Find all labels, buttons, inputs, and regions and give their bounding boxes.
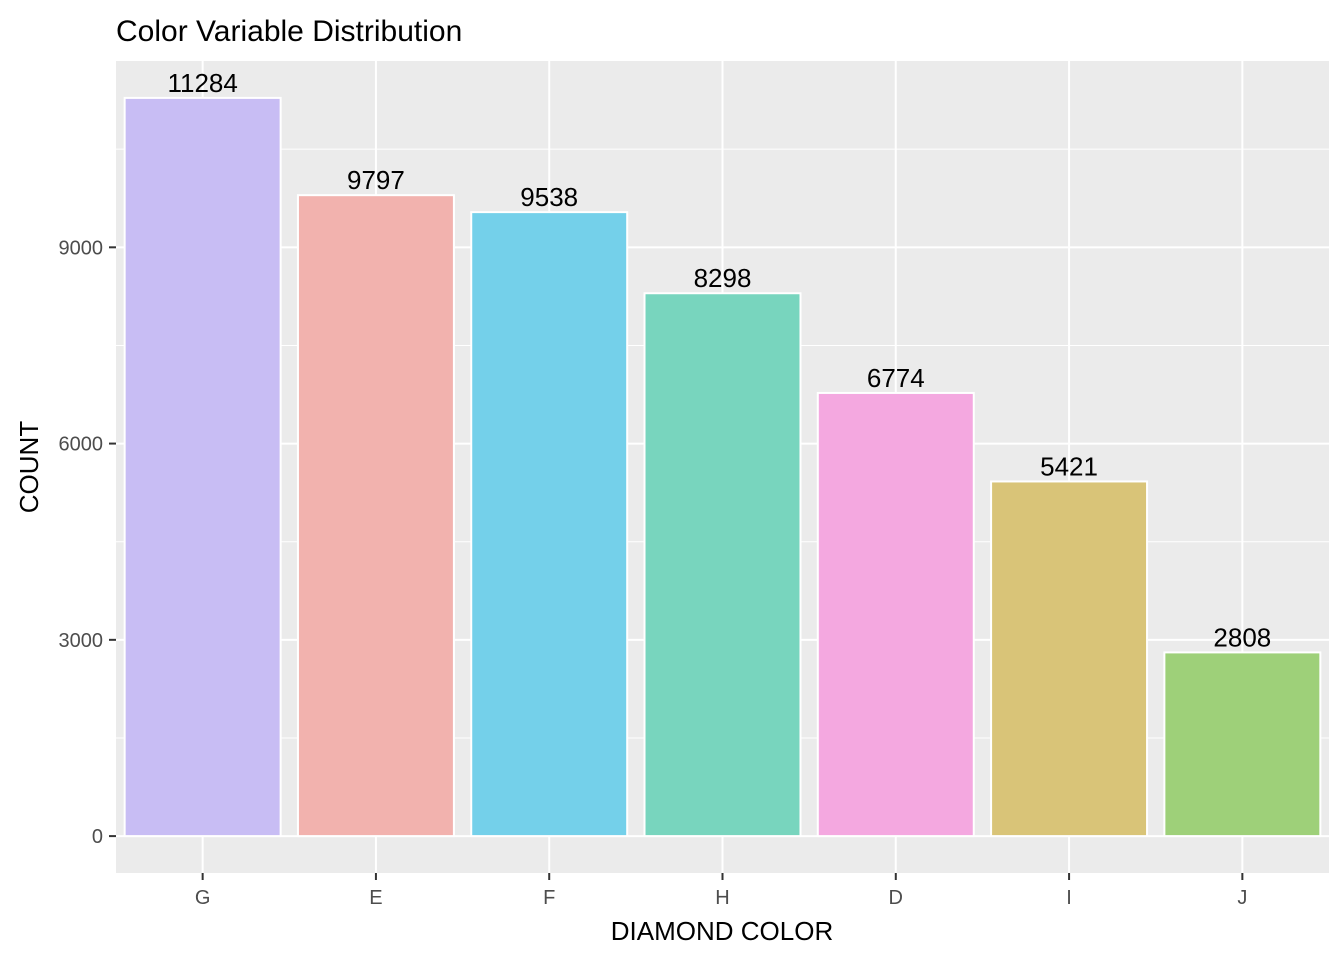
bar-value-label-J: 2808 — [1213, 622, 1271, 652]
x-tick-label-G: G — [195, 887, 211, 909]
bar-J — [1163, 651, 1322, 838]
bar-D — [816, 391, 975, 838]
bar-value-label-I: 5421 — [1040, 451, 1098, 481]
y-axis-title: COUNT — [14, 421, 44, 514]
chart-title: Color Variable Distribution — [116, 15, 462, 48]
bar-value-label-F: 9538 — [520, 182, 578, 212]
y-tick-label: 0 — [92, 826, 103, 848]
x-tick-label-I: I — [1066, 887, 1072, 909]
bar-I — [990, 480, 1149, 838]
x-tick-label-E: E — [369, 887, 382, 909]
x-tick-label-J: J — [1237, 887, 1247, 909]
bar-value-labels: 11284 9797 9538 8298 6774 5421 2808 — [167, 68, 1271, 653]
bar-value-label-G: 11284 — [167, 68, 237, 98]
bar-G — [123, 96, 282, 838]
bars — [123, 96, 1322, 838]
bar-value-label-H: 8298 — [694, 263, 752, 293]
y-tick-label: 3000 — [59, 630, 104, 652]
y-tick-label: 6000 — [59, 434, 104, 456]
bar-H — [643, 292, 802, 838]
x-axis-title: DIAMOND COLOR — [611, 916, 833, 946]
x-tick-label-F: F — [543, 887, 555, 909]
bar-F — [470, 211, 629, 838]
x-tick-label-D: D — [889, 887, 903, 909]
bar-value-label-E: 9797 — [347, 165, 405, 195]
y-tick-label: 9000 — [59, 237, 104, 259]
bar-E — [296, 194, 455, 838]
bar-value-label-D: 6774 — [867, 363, 925, 393]
x-tick-label-H: H — [715, 887, 729, 909]
y-axis: 0 3000 6000 9000 — [59, 237, 116, 848]
